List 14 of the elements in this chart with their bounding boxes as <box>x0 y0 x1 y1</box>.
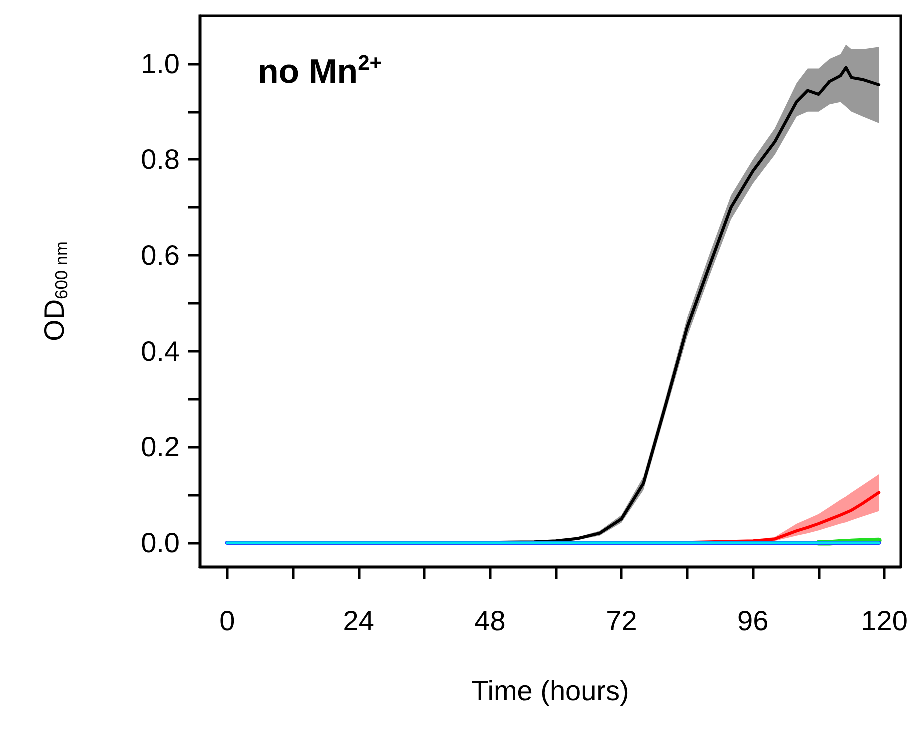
y-tick-label: 1.0 <box>141 48 180 80</box>
x-tick-label: 24 <box>343 606 374 636</box>
y-tick-label: 0.8 <box>141 144 180 176</box>
x-tick-label: 96 <box>738 606 769 636</box>
y-axis-title: OD600 nm <box>39 242 72 342</box>
y-tick-label: 0.4 <box>141 336 180 367</box>
y-tick-label: 0.6 <box>141 240 180 272</box>
x-tick-label: 0 <box>220 606 236 636</box>
x-tick-label: 120 <box>861 606 908 636</box>
x-axis-title: Time (hours) <box>472 676 630 706</box>
y-tick-label: 0.0 <box>141 528 180 559</box>
y-tick-label: 0.2 <box>141 432 180 463</box>
x-tick-label: 72 <box>606 606 638 636</box>
x-tick-label: 48 <box>474 606 506 636</box>
